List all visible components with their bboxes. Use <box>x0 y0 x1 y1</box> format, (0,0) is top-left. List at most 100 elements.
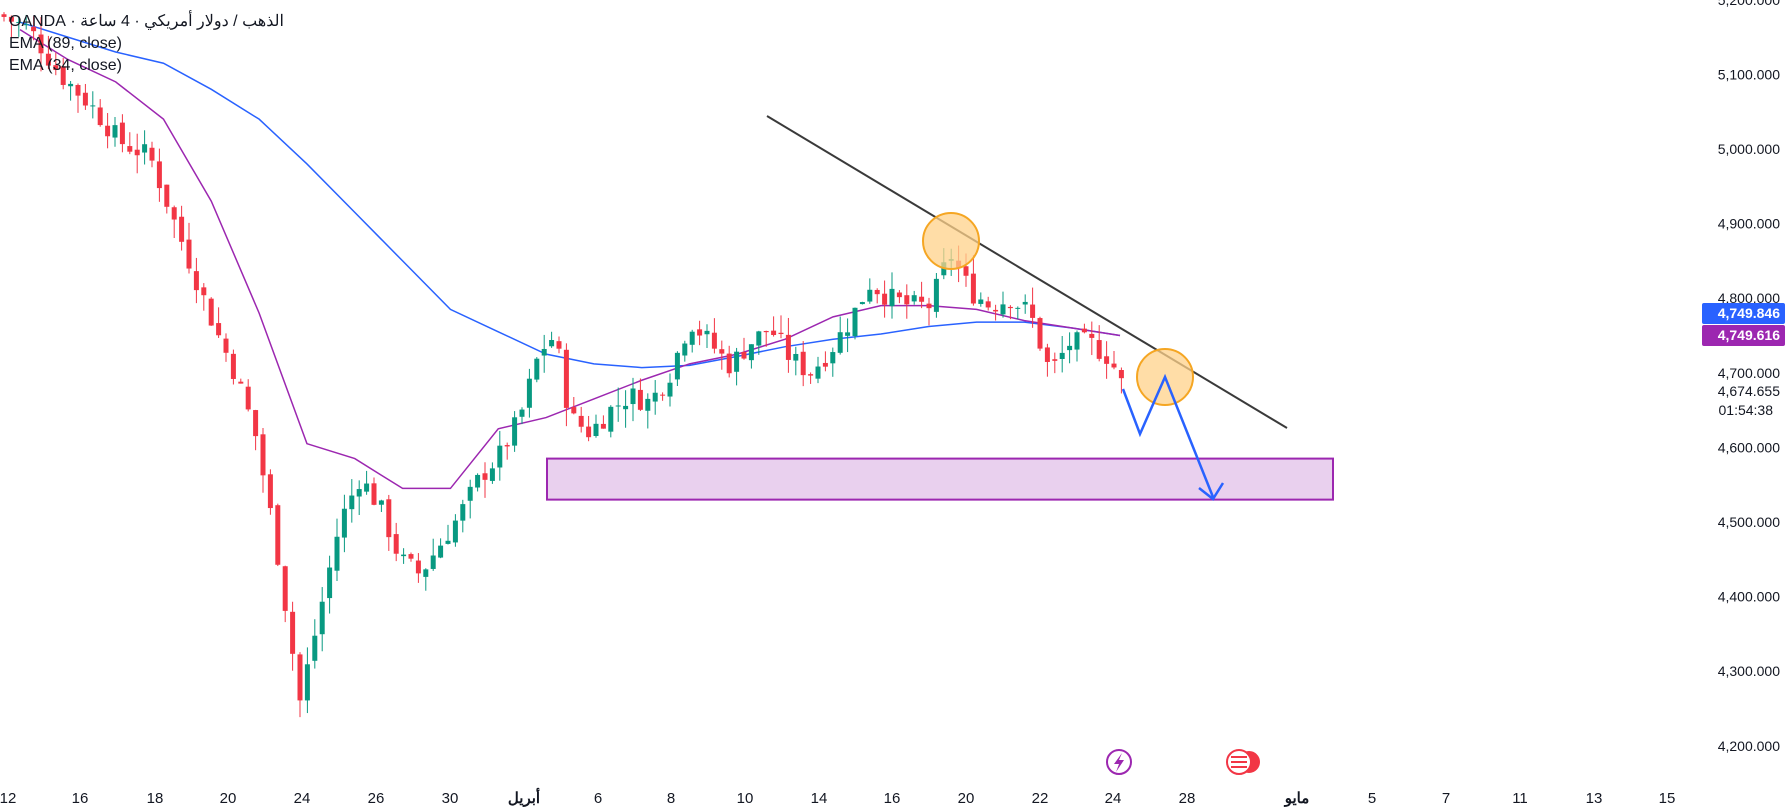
candle-body <box>127 146 133 152</box>
ema34-legend[interactable]: EMA (34, close) <box>9 57 122 74</box>
candle-body <box>623 405 629 410</box>
descending-trendline[interactable] <box>766 115 1288 429</box>
candle-body <box>785 334 791 360</box>
candle-body <box>682 343 688 356</box>
candle-body <box>334 536 340 571</box>
candle-body <box>534 358 540 380</box>
candle-body <box>933 278 939 312</box>
candle-body <box>1 14 7 17</box>
candle-body <box>512 417 518 446</box>
candle-body <box>1089 333 1095 338</box>
candle-body <box>734 351 740 372</box>
candle-body <box>993 309 999 312</box>
candle-body <box>1000 304 1006 315</box>
candle-body <box>778 332 784 335</box>
price-tick-label: 5,000.000 <box>1718 141 1780 157</box>
candle-body <box>304 664 310 701</box>
candle-body <box>275 505 281 565</box>
ema89-path[interactable] <box>19 21 1121 369</box>
time-tick-label: 6 <box>594 790 602 807</box>
time-tick-label: 24 <box>1105 790 1122 807</box>
candle-body <box>445 540 451 544</box>
time-tick-label: 8 <box>667 790 675 807</box>
candle-body <box>312 635 318 661</box>
candle-body <box>1059 352 1065 359</box>
candle-body <box>31 26 37 32</box>
projection-arrow[interactable] <box>1121 373 1215 498</box>
candle-body <box>245 386 251 410</box>
candle-body <box>837 332 843 353</box>
candle-body <box>171 207 177 220</box>
candle-body <box>704 330 710 335</box>
candle-body <box>105 125 111 137</box>
candle-body <box>882 293 888 305</box>
time-axis[interactable]: 12 16 18 20 24 26 30 أبريل 6 8 10 14 16 20 22 24 28 مايو 5… <box>0 787 1675 807</box>
candle-body <box>1104 356 1110 364</box>
candle-body <box>53 65 59 70</box>
candle-body <box>1111 363 1117 368</box>
candle-body <box>845 332 851 336</box>
candle-body <box>341 508 347 538</box>
candle-body <box>1030 304 1036 318</box>
candle-body <box>970 273 976 304</box>
candle-body <box>652 392 658 402</box>
candle-body <box>112 125 118 138</box>
candle-body <box>260 434 266 476</box>
candle-body <box>748 344 754 361</box>
candle-body <box>1022 301 1028 305</box>
candle-body <box>179 216 185 242</box>
candle-body <box>142 144 148 153</box>
candle-body <box>896 292 902 298</box>
candle-body <box>230 353 236 379</box>
support-zone[interactable] <box>546 457 1334 501</box>
price-tick-label: 4,300.000 <box>1718 663 1780 679</box>
last-price-label: 4,674.655 <box>1718 383 1780 399</box>
time-tick-label: 30 <box>442 790 459 807</box>
price-tick-label: 4,800.000 <box>1718 290 1780 306</box>
time-tick-label: 20 <box>958 790 975 807</box>
candle-body <box>23 24 29 26</box>
candle-body <box>82 92 88 106</box>
candle-body <box>45 53 51 66</box>
symbol-title[interactable]: الذهب / دولار أمريكي · 4 ساعة · OANDA <box>9 13 284 30</box>
ema34-price-tag-text: 4,749.616 <box>1718 327 1780 343</box>
candle-body <box>349 495 355 510</box>
high-marker-circle[interactable] <box>922 212 980 270</box>
candle-body <box>674 352 680 380</box>
time-tick-label: 11 <box>1512 790 1528 807</box>
price-tick-label: 4,200.000 <box>1718 738 1780 754</box>
candle-body <box>1096 340 1102 359</box>
time-tick-label: 16 <box>884 790 901 807</box>
candle-body <box>401 554 407 557</box>
ema34-price-tag <box>1702 325 1785 346</box>
time-tick-label: 20 <box>220 790 237 807</box>
candle-body <box>1118 370 1124 379</box>
candle-body <box>697 329 703 336</box>
time-tick-label: 5 <box>1368 790 1376 807</box>
candle-body <box>578 415 584 427</box>
candle-body <box>741 352 747 359</box>
candle-body <box>793 353 799 361</box>
candle-body <box>519 409 525 417</box>
candle-body <box>489 468 495 481</box>
candle-body <box>889 288 895 307</box>
candle-body <box>149 147 155 161</box>
candle-body <box>393 534 399 554</box>
candle-body <box>1052 359 1058 361</box>
candle-body <box>364 483 370 492</box>
candle-body <box>563 349 569 408</box>
price-tick-label: 4,500.000 <box>1718 514 1780 530</box>
candle-body <box>822 362 828 367</box>
price-tick-label: 4,900.000 <box>1718 216 1780 232</box>
price-axis[interactable]: 5,200.000 5,100.000 5,000.000 4,900.000 4,80… <box>1718 0 1780 754</box>
time-tick-label: 10 <box>737 790 754 807</box>
candle-body <box>371 483 377 505</box>
time-tick-label: أبريل <box>508 787 540 807</box>
candle-body <box>549 340 555 347</box>
time-tick-label: 13 <box>1586 790 1603 807</box>
candle-body <box>8 16 14 22</box>
candle-body <box>38 34 44 54</box>
lightning-icon <box>1114 753 1124 772</box>
ema89-legend[interactable]: EMA (89, close) <box>9 35 122 52</box>
